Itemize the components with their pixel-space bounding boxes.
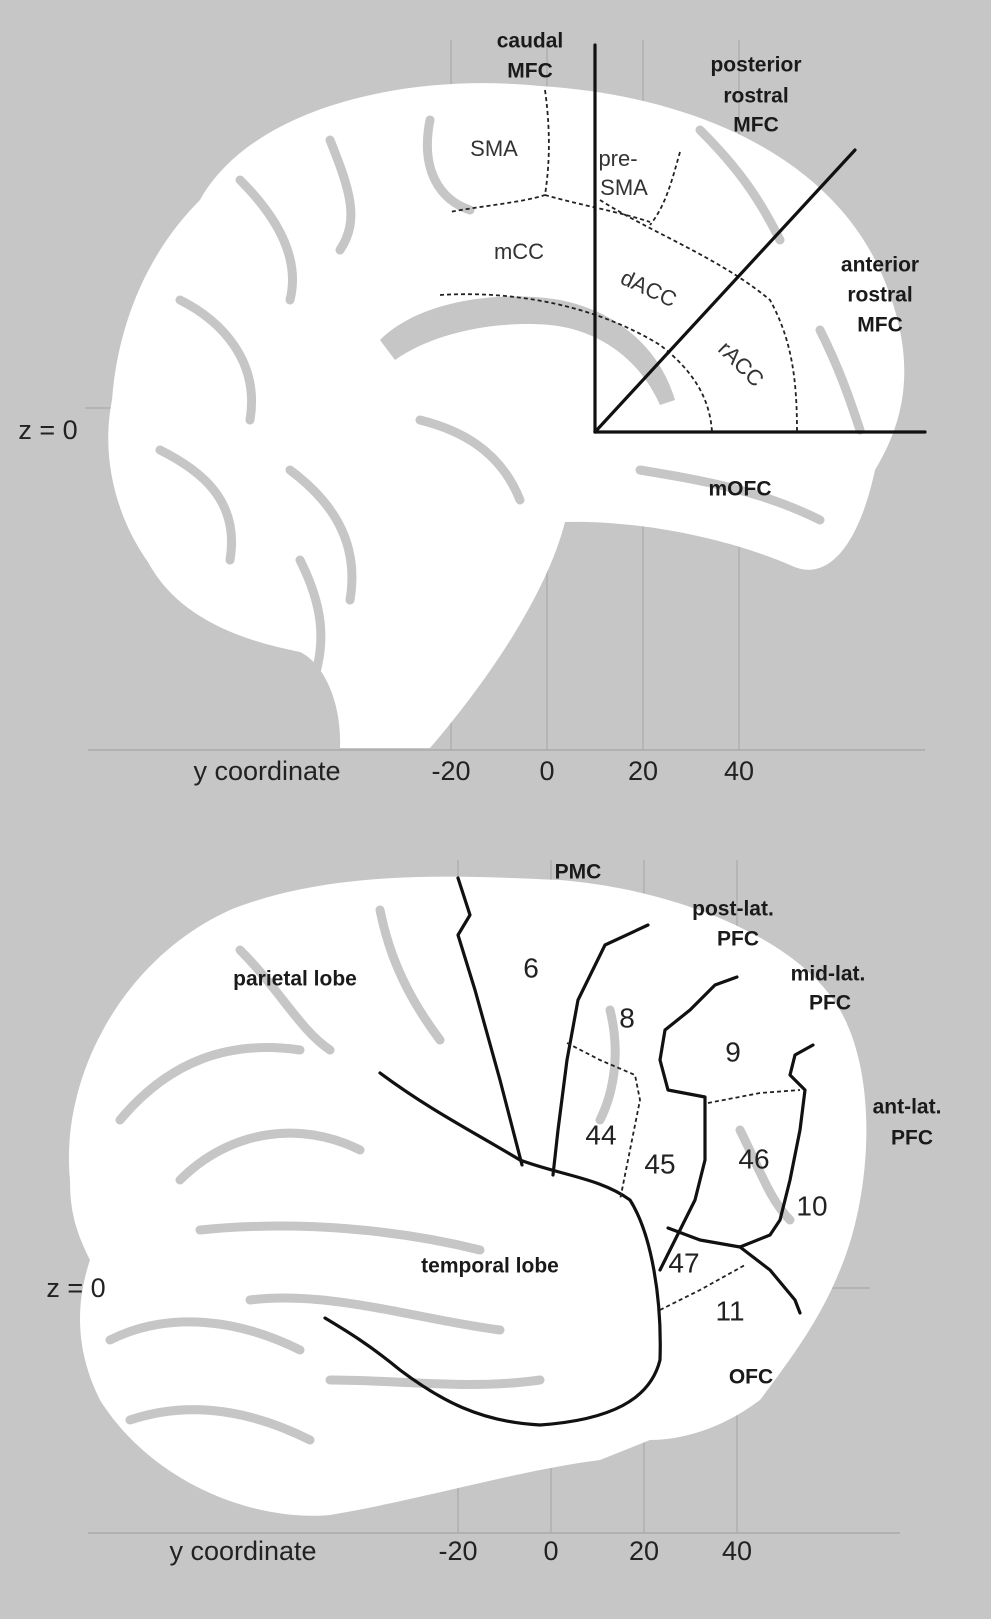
axis-label: y coordinate: [169, 1536, 316, 1566]
area-label: SMA: [600, 175, 648, 200]
tick-label: 20: [628, 756, 658, 786]
region-label: ant-lat.: [873, 1096, 942, 1119]
region-label: PFC: [717, 928, 759, 951]
region-label: PFC: [809, 992, 851, 1015]
area-number: 47: [668, 1247, 699, 1278]
area-number: 44: [585, 1119, 616, 1150]
z-label: z = 0: [46, 1273, 105, 1303]
area-label: SMA: [470, 136, 518, 161]
region-label: MFC: [857, 314, 903, 337]
region-label: PMC: [555, 861, 602, 884]
region-label: temporal lobe: [421, 1255, 559, 1278]
area-number: 46: [738, 1143, 769, 1174]
area-number: 8: [619, 1002, 635, 1033]
tick-label: -20: [431, 756, 470, 786]
region-label: rostral: [723, 85, 788, 108]
region-label: rostral: [847, 284, 912, 307]
z-label: z = 0: [18, 415, 77, 445]
region-label: caudal: [497, 30, 564, 53]
area-label: mCC: [494, 239, 544, 264]
tick-label: 20: [629, 1536, 659, 1566]
area-number: 10: [796, 1190, 827, 1221]
region-label: PFC: [891, 1127, 933, 1150]
tick-label: 0: [539, 756, 554, 786]
tick-label: -20: [438, 1536, 477, 1566]
area-number: 45: [644, 1148, 675, 1179]
tick-label: 40: [724, 756, 754, 786]
tick-label: 0: [543, 1536, 558, 1566]
region-label: post-lat.: [692, 898, 774, 921]
area-label: pre-: [598, 146, 637, 171]
figure: caudal MFC posterior rostral MFC anterio…: [0, 0, 991, 1619]
tick-label: 40: [722, 1536, 752, 1566]
region-label: parietal lobe: [233, 968, 357, 991]
region-label: MFC: [507, 60, 553, 83]
area-number: 9: [725, 1036, 741, 1067]
area-number: 6: [523, 952, 539, 983]
region-label: anterior: [841, 254, 919, 277]
region-label: MFC: [733, 114, 779, 137]
area-number: 11: [715, 1295, 744, 1326]
axis-label: y coordinate: [193, 756, 340, 786]
region-label: OFC: [729, 1366, 773, 1389]
region-label: mOFC: [709, 478, 772, 501]
region-label: posterior: [710, 54, 801, 77]
region-label: mid-lat.: [791, 963, 866, 986]
